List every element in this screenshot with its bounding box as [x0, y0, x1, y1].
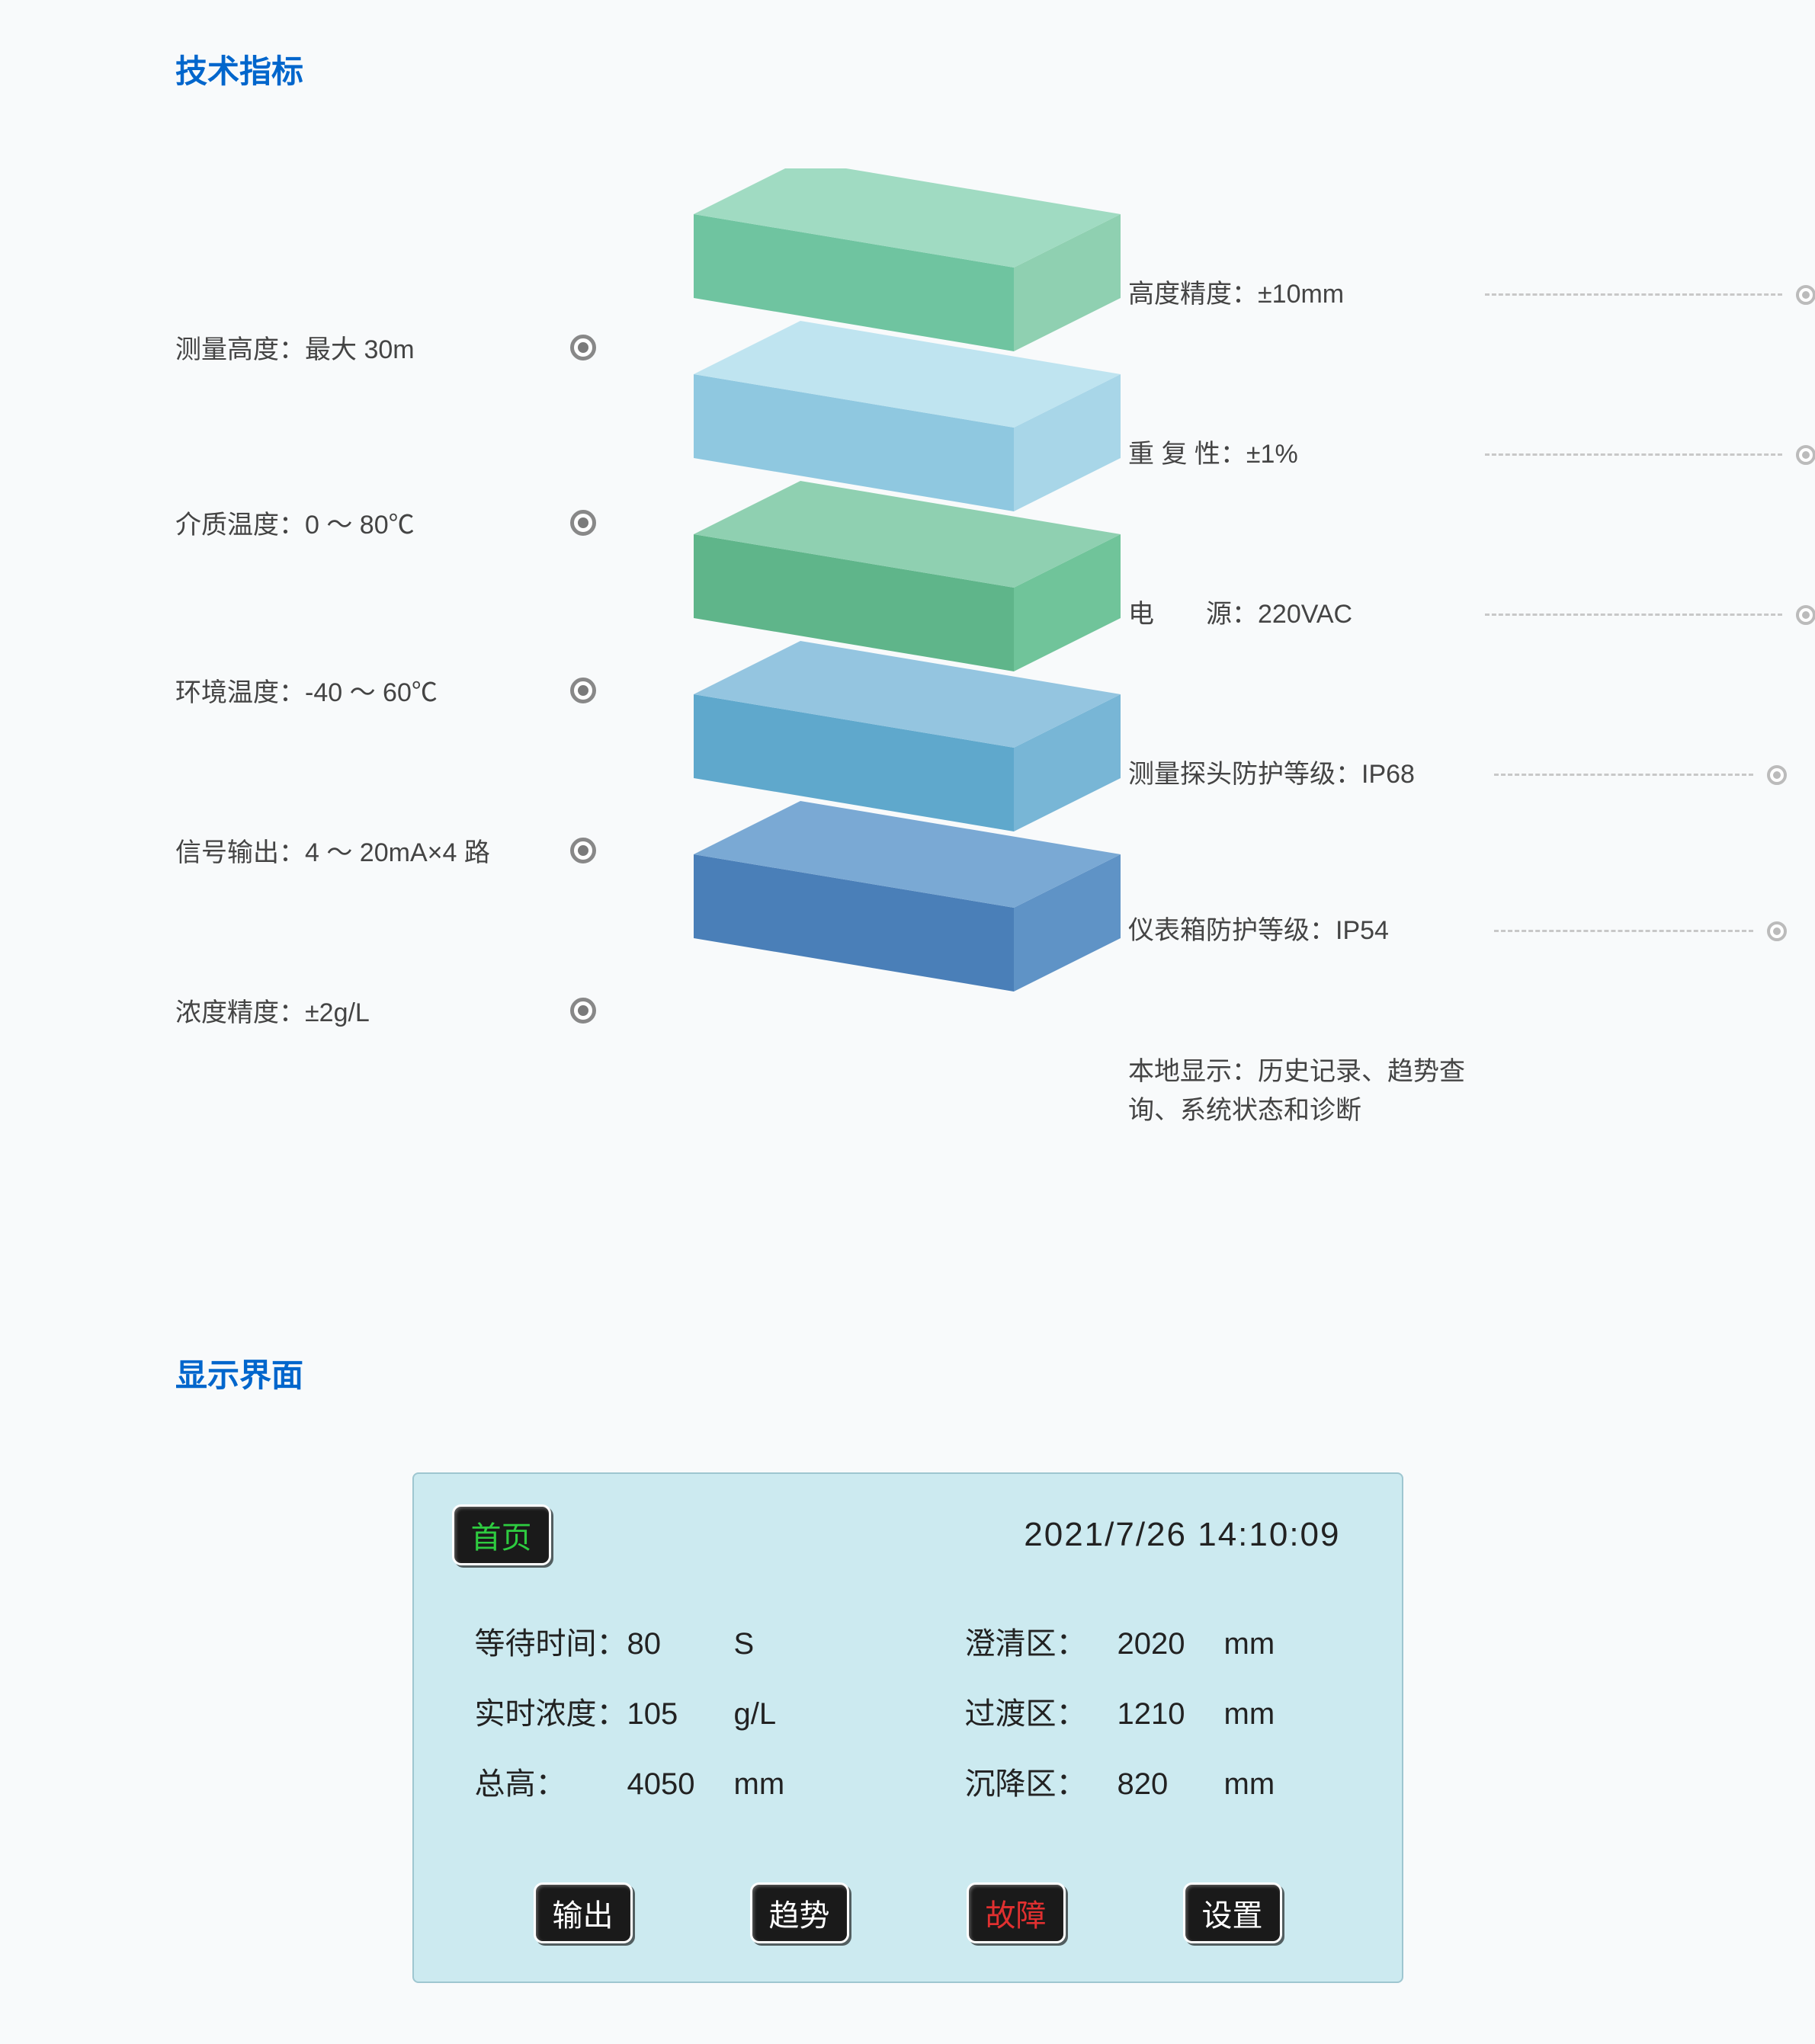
- spec-left-label: 介质温度：0 ～ 80℃: [175, 504, 556, 541]
- spec-right-label: 重 复 性：±1%: [1128, 435, 1485, 474]
- data-value: 1210: [1118, 1697, 1224, 1732]
- data-unit: mm: [734, 1767, 810, 1802]
- spec-right-row: 本地显示：历史记录、趋势查询、系统状态和诊断: [1128, 1052, 1815, 1130]
- bullet-small-icon: [1796, 285, 1815, 305]
- data-value: 80: [627, 1627, 734, 1661]
- bullet-small-icon: [1767, 765, 1787, 785]
- spec-right-label: 本地显示：历史记录、趋势查询、系统状态和诊断: [1128, 1052, 1494, 1130]
- data-unit: mm: [1224, 1767, 1300, 1802]
- spec-right-label: 高度精度：±10mm: [1128, 275, 1485, 314]
- dash-line: [1494, 774, 1753, 776]
- data-label: 实时浓度：: [475, 1689, 627, 1733]
- spec-left-row: 浓度精度：±2g/L: [175, 992, 1640, 1029]
- bullet-icon: [570, 838, 596, 863]
- spec-section-title: 技术指标: [175, 46, 1640, 92]
- data-unit: mm: [1224, 1627, 1300, 1661]
- data-value: 105: [627, 1697, 734, 1732]
- spec-left-row: 环境温度：-40 ～ 60℃: [175, 671, 1640, 709]
- dash-line: [1485, 453, 1782, 456]
- dash-line: [1485, 293, 1782, 296]
- spec-left-label: 信号输出：4 ～ 20mA×4 路: [175, 831, 556, 869]
- display-left-column: 等待时间：80S 实时浓度：105g/L 总高：4050mm: [475, 1619, 874, 1829]
- output-button[interactable]: 输出: [534, 1882, 633, 1943]
- data-label: 总高：: [475, 1759, 627, 1803]
- dash-line: [1494, 930, 1753, 932]
- data-label: 沉降区：: [965, 1759, 1118, 1803]
- bullet-icon: [570, 998, 596, 1024]
- display-button-row: 输出 趋势 故障 设置: [452, 1882, 1364, 1943]
- data-row: 过渡区：1210mm: [965, 1689, 1364, 1733]
- data-row: 沉降区：820mm: [965, 1759, 1364, 1803]
- spec-right-row: 仪表箱防护等级：IP54: [1128, 911, 1815, 950]
- spec-diagram: 测量高度：最大 30m 介质温度：0 ～ 80℃ 环境温度：-40 ～ 60℃ 信号输…: [175, 168, 1640, 1197]
- spec-left-label: 测量高度：最大 30m: [175, 328, 556, 366]
- data-unit: mm: [1224, 1697, 1300, 1732]
- bullet-icon: [570, 510, 596, 536]
- spec-left-label: 环境温度：-40 ～ 60℃: [175, 671, 556, 709]
- bullet-icon: [570, 335, 596, 360]
- spec-right-label: 电 源：220VAC: [1128, 595, 1485, 634]
- spec-right-label: 仪表箱防护等级：IP54: [1128, 911, 1494, 950]
- data-label: 等待时间：: [475, 1619, 627, 1663]
- data-row: 实时浓度：105g/L: [475, 1689, 874, 1733]
- bullet-icon: [570, 678, 596, 703]
- timestamp: 2021/7/26 14:10:09: [1024, 1516, 1340, 1554]
- data-unit: S: [734, 1627, 810, 1661]
- bullet-small-icon: [1796, 445, 1815, 465]
- trend-button[interactable]: 趋势: [750, 1882, 849, 1943]
- data-value: 2020: [1118, 1627, 1224, 1661]
- data-value: 4050: [627, 1767, 734, 1802]
- fault-button[interactable]: 故障: [967, 1882, 1066, 1943]
- data-value: 820: [1118, 1767, 1224, 1802]
- spec-left-label: 浓度精度：±2g/L: [175, 992, 556, 1029]
- data-label: 澄清区：: [965, 1619, 1118, 1663]
- spec-left-row: 信号输出：4 ～ 20mA×4 路: [175, 831, 1640, 869]
- spec-left-row: 测量高度：最大 30m: [175, 328, 1640, 366]
- display-right-column: 澄清区：2020mm过渡区：1210mm沉降区：820mm: [965, 1619, 1364, 1829]
- bullet-small-icon: [1796, 605, 1815, 625]
- spec-right-row: 高度精度：±10mm: [1128, 275, 1815, 314]
- settings-button[interactable]: 设置: [1183, 1882, 1282, 1943]
- data-unit: g/L: [734, 1697, 810, 1732]
- spec-right-row: 重 复 性：±1%: [1128, 435, 1815, 474]
- bullet-small-icon: [1767, 921, 1787, 941]
- data-row: 澄清区：2020mm: [965, 1619, 1364, 1663]
- spec-right-row: 测量探头防护等级：IP68: [1128, 755, 1815, 794]
- data-row: 总高：4050mm: [475, 1759, 874, 1803]
- data-label: 过渡区：: [965, 1689, 1118, 1733]
- spec-left-row: 介质温度：0 ～ 80℃: [175, 504, 1640, 541]
- spec-right-row: 电 源：220VAC: [1128, 595, 1815, 634]
- spec-right-label: 测量探头防护等级：IP68: [1128, 755, 1494, 794]
- display-section-title: 显示界面: [175, 1350, 1640, 1396]
- data-row: 等待时间：80S: [475, 1619, 874, 1663]
- dash-line: [1485, 614, 1782, 616]
- home-button[interactable]: 首页: [452, 1504, 551, 1565]
- display-panel: 首页 2021/7/26 14:10:09 等待时间：80S 实时浓度：105g/…: [412, 1472, 1403, 1983]
